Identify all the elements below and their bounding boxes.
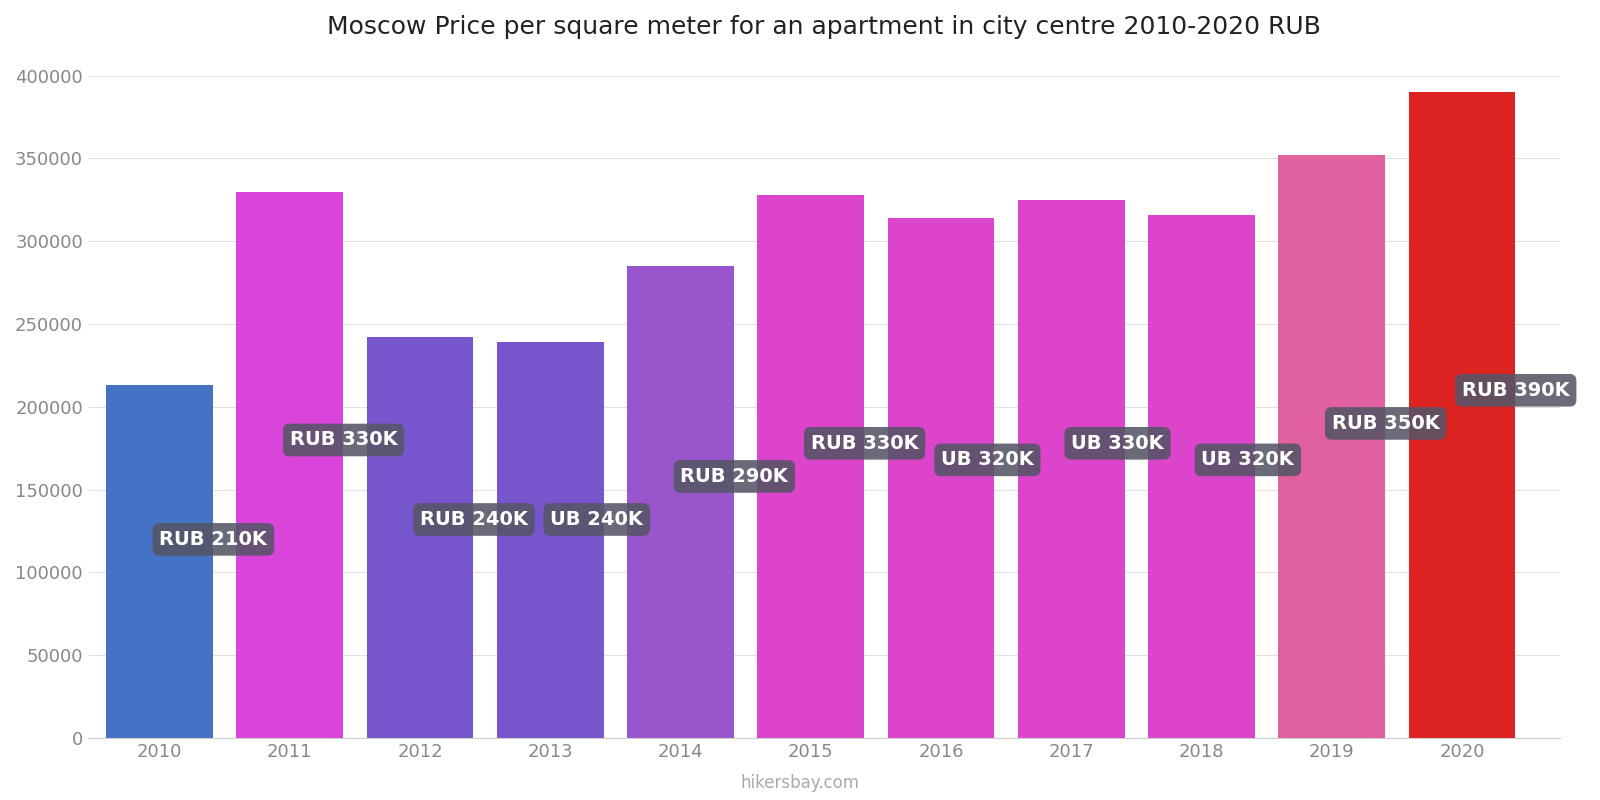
Bar xyxy=(1408,92,1515,738)
Text: UB 330K: UB 330K xyxy=(1072,434,1163,453)
Bar xyxy=(757,195,864,738)
Title: Moscow Price per square meter for an apartment in city centre 2010-2020 RUB: Moscow Price per square meter for an apa… xyxy=(326,15,1320,39)
Bar xyxy=(237,191,342,738)
Text: RUB 350K: RUB 350K xyxy=(1331,414,1440,433)
Bar xyxy=(627,266,734,738)
Text: UB 320K: UB 320K xyxy=(941,450,1034,470)
Bar xyxy=(1278,155,1386,738)
Text: RUB 290K: RUB 290K xyxy=(680,467,789,486)
Bar xyxy=(106,386,213,738)
Text: RUB 240K: RUB 240K xyxy=(419,510,528,529)
Text: RUB 330K: RUB 330K xyxy=(290,430,397,450)
Text: UB 320K: UB 320K xyxy=(1202,450,1294,470)
Text: RUB 330K: RUB 330K xyxy=(811,434,918,453)
Text: RUB 210K: RUB 210K xyxy=(160,530,267,549)
Text: RUB 390K: RUB 390K xyxy=(1462,381,1570,400)
Bar xyxy=(888,218,994,738)
Text: hikersbay.com: hikersbay.com xyxy=(741,774,859,792)
Bar xyxy=(1018,200,1125,738)
Bar xyxy=(498,342,603,738)
Bar xyxy=(366,338,474,738)
Bar xyxy=(1149,214,1254,738)
Text: UB 240K: UB 240K xyxy=(550,510,643,529)
